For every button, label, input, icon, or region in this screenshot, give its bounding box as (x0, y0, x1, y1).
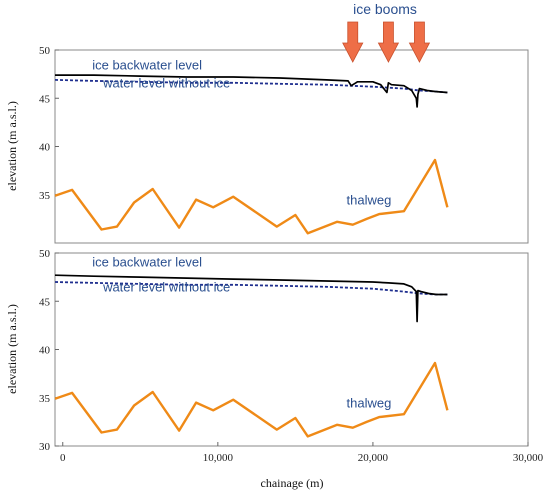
y-tick-label: 30 (39, 441, 51, 453)
y-ticks-bottom: 30 35 40 45 50 (39, 248, 59, 453)
y-tick-label: 45 (39, 93, 51, 105)
booms-label: ice booms (353, 1, 417, 17)
no-ice-level-line (54, 281, 448, 296)
y-tick-label: 40 (39, 345, 51, 357)
ice-backwater-line (55, 74, 448, 108)
ice-backwater-line (54, 274, 448, 323)
x-tick-label: 10,000 (203, 452, 234, 464)
chart-top: elevation (m a.s.l.) ice booms 35404550 … (5, 1, 529, 244)
y-axis-label-bottom: elevation (m a.s.l.) (5, 304, 19, 394)
ice-boom-arrow (408, 21, 431, 63)
y-ticks-top: 35 40 45 50 (39, 45, 59, 202)
no-ice-level-line (54, 79, 448, 94)
ice-boom-arrow (342, 21, 364, 63)
x-ticks-bottom: 0 10,000 20,000 30,000 (60, 442, 544, 464)
x-axis-label: chainage (m) (261, 476, 324, 490)
y-tick-label: 50 (39, 248, 51, 260)
y-axis-label-top: elevation (m a.s.l.) (5, 101, 19, 191)
x-tick-label: 30,000 (513, 452, 544, 464)
chart-bottom: elevation (m a.s.l.) chainage (m) 30 35 40… (5, 248, 544, 490)
y-tick-label: 35 (39, 393, 51, 405)
series-top (54, 74, 449, 235)
thalweg-label-bottom: thalweg (347, 395, 392, 410)
ice-booms (342, 21, 431, 63)
thalweg-line (54, 361, 449, 438)
no-ice-level-label-bottom: water level without ice (102, 280, 230, 295)
x-tick-label: 0 (60, 452, 66, 464)
y-tick-label: 50 (39, 45, 51, 57)
ice-boom-arrow (377, 21, 400, 63)
thalweg-line (54, 158, 449, 235)
thalweg-label-top: thalweg (347, 192, 392, 207)
series-bottom (54, 274, 449, 438)
plot-area-top (54, 49, 529, 244)
y-tick-label: 35 (39, 190, 51, 202)
y-tick-label: 40 (39, 142, 51, 154)
ice-backwater-label-bottom: ice backwater level (92, 255, 202, 270)
y-tick-label: 45 (39, 296, 51, 308)
x-tick-label: 20,000 (358, 452, 389, 464)
ice-backwater-label-top: ice backwater level (92, 57, 202, 72)
no-ice-level-label-top: water level without ice (102, 76, 230, 91)
